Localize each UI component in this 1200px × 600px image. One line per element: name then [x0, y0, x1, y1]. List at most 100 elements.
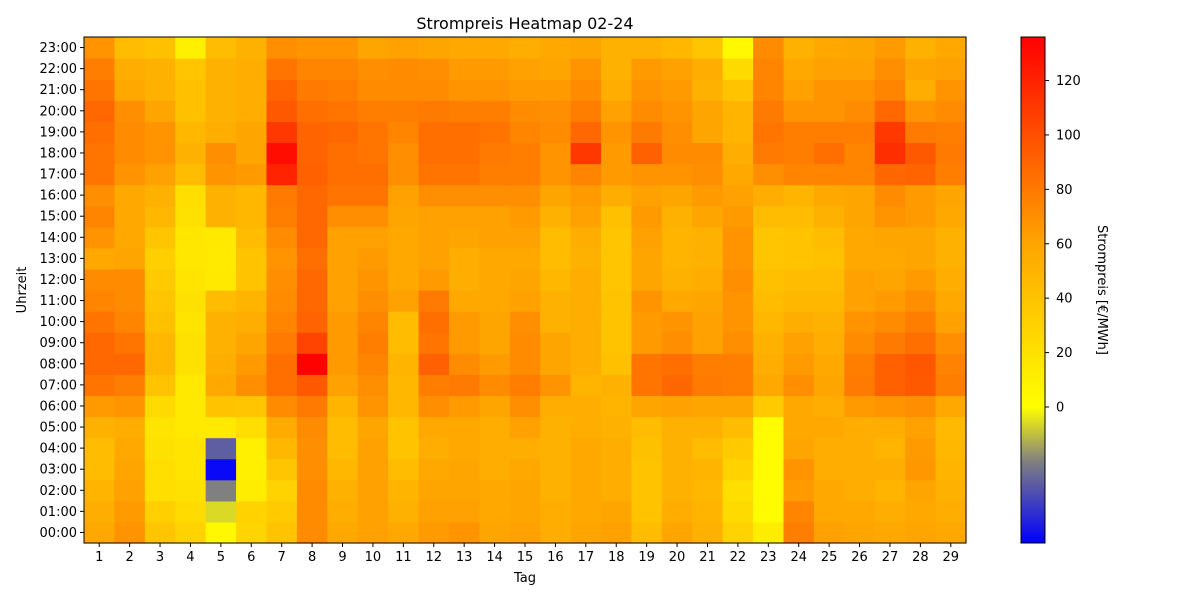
heatmap-cell	[327, 395, 359, 418]
heatmap-cell	[935, 247, 967, 270]
heatmap-cell	[692, 521, 724, 544]
heatmap-cell	[114, 521, 146, 544]
heatmap-cell	[905, 100, 937, 122]
heatmap-cell	[357, 437, 389, 460]
heatmap-cell	[357, 37, 389, 59]
heatmap-cell	[388, 437, 420, 460]
heatmap-cell	[448, 374, 480, 397]
heatmap-cell	[692, 205, 724, 228]
heatmap-cell	[844, 290, 876, 312]
heatmap-cell	[266, 121, 298, 144]
heatmap-cell	[509, 521, 541, 544]
heatmap-cell	[388, 395, 420, 418]
y-tick-label: 17:00	[40, 168, 77, 183]
heatmap-cell	[905, 395, 937, 418]
heatmap-cell	[479, 521, 511, 544]
heatmap-cell	[144, 332, 176, 354]
heatmap-cell	[509, 332, 541, 354]
heatmap-cell	[722, 184, 754, 207]
heatmap-cell	[175, 226, 207, 249]
heatmap-cell	[722, 226, 754, 249]
heatmap-cell	[236, 205, 268, 228]
heatmap-cell	[84, 163, 116, 186]
heatmap-cell	[631, 205, 663, 228]
heatmap-cell	[783, 268, 815, 291]
heatmap-cell	[175, 205, 207, 228]
heatmap-cell	[114, 121, 146, 144]
heatmap-cell	[84, 100, 116, 122]
heatmap-cell	[236, 226, 268, 249]
heatmap-cell	[479, 268, 511, 291]
x-tick-label: 23	[760, 550, 777, 565]
heatmap-cell	[418, 332, 450, 354]
heatmap-cell	[631, 142, 663, 165]
heatmap-cell	[236, 37, 268, 59]
heatmap-cell	[783, 416, 815, 439]
heatmap-cell	[175, 247, 207, 270]
heatmap-cell	[540, 58, 572, 80]
heatmap-cell	[388, 205, 420, 228]
heatmap-cell	[540, 268, 572, 291]
heatmap-cell	[661, 311, 693, 333]
heatmap-cell	[874, 142, 906, 165]
heatmap-cell	[296, 311, 328, 333]
heatmap-cell	[357, 58, 389, 80]
heatmap-cell	[844, 100, 876, 122]
heatmap-cell	[448, 437, 480, 460]
heatmap-cell	[509, 121, 541, 144]
heatmap-cell	[844, 437, 876, 460]
heatmap-cell	[905, 479, 937, 502]
heatmap-cell	[327, 184, 359, 207]
heatmap-cell	[905, 58, 937, 80]
heatmap-cell	[905, 247, 937, 270]
heatmap-cell	[783, 79, 815, 101]
heatmap-cell	[540, 121, 572, 144]
heatmap-cell	[296, 416, 328, 439]
y-tick-label: 06:00	[40, 399, 77, 414]
heatmap-cell	[175, 79, 207, 101]
heatmap-cell	[783, 247, 815, 270]
heatmap-cell	[935, 479, 967, 502]
heatmap-cell	[874, 311, 906, 333]
x-tick-label: 14	[486, 550, 503, 565]
heatmap-cell	[327, 437, 359, 460]
heatmap-cell	[144, 100, 176, 122]
heatmap-cell	[144, 479, 176, 502]
heatmap-cell	[418, 79, 450, 101]
heatmap-cell	[479, 37, 511, 59]
heatmap-cell	[479, 500, 511, 523]
heatmap-cell	[266, 311, 298, 333]
heatmap-cell	[266, 79, 298, 101]
heatmap-cell	[205, 374, 237, 397]
heatmap-cell	[327, 247, 359, 270]
heatmap-cell	[570, 163, 602, 186]
heatmap-cell	[874, 121, 906, 144]
heatmap-cell	[175, 37, 207, 59]
heatmap-cell	[570, 100, 602, 122]
y-axis-ticks: 00:00 01:00 02:00 03:00 04:00 05:00 06:00 07:00…	[40, 41, 84, 541]
x-tick-label: 4	[186, 550, 194, 565]
heatmap-cell	[813, 500, 845, 523]
heatmap-cell	[753, 416, 785, 439]
heatmap-cell	[175, 416, 207, 439]
colorbar-tick-label: 120	[1056, 74, 1081, 89]
heatmap-cell	[418, 247, 450, 270]
heatmap-cell	[570, 37, 602, 59]
heatmap-cell	[114, 184, 146, 207]
heatmap-cell	[296, 500, 328, 523]
heatmap-cell	[448, 500, 480, 523]
y-tick-label: 15:00	[40, 210, 77, 225]
heatmap-cell	[114, 479, 146, 502]
heatmap-cell	[84, 121, 116, 144]
heatmap-cell	[692, 37, 724, 59]
heatmap-cell	[144, 416, 176, 439]
heatmap-cell	[601, 395, 633, 418]
heatmap-cell	[236, 500, 268, 523]
heatmap-cell	[296, 100, 328, 122]
heatmap-cell	[357, 205, 389, 228]
heatmap-cell	[84, 479, 116, 502]
heatmap-cell	[661, 521, 693, 544]
heatmap-cell	[540, 247, 572, 270]
heatmap-cell	[236, 332, 268, 354]
heatmap-cell	[509, 163, 541, 186]
